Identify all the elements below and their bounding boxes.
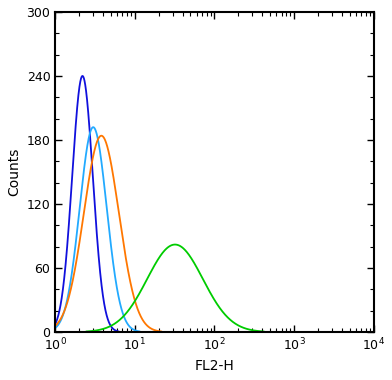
Y-axis label: Counts: Counts — [7, 148, 21, 196]
X-axis label: FL2-H: FL2-H — [194, 359, 234, 373]
